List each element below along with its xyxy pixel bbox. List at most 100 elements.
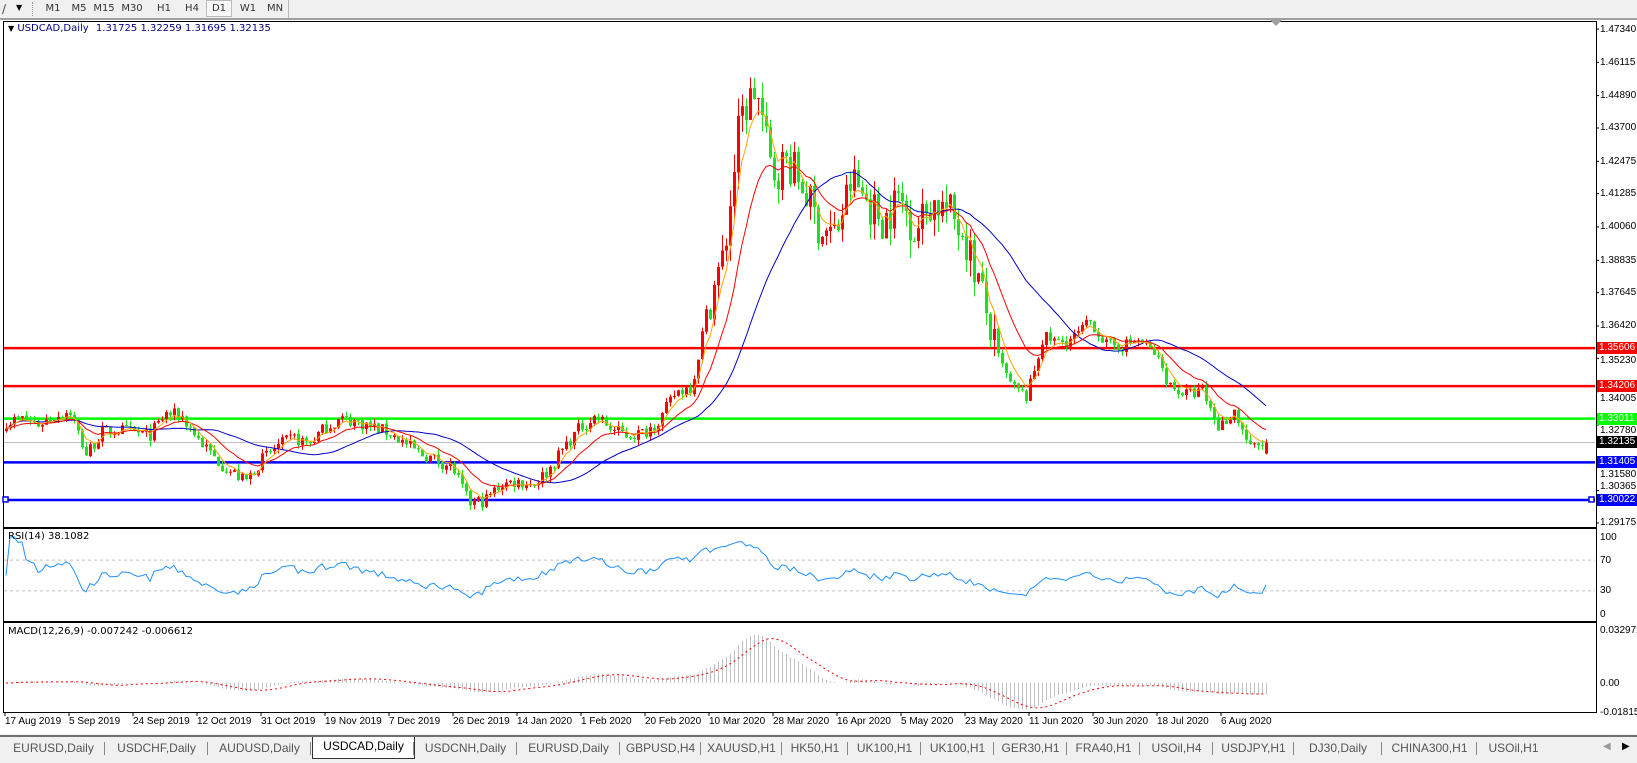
candle-body [329,428,332,433]
candle [261,449,264,473]
candle [1105,336,1108,348]
candle [413,439,416,449]
candle [685,385,688,398]
candle-body [533,485,536,487]
timeframe-button-h4[interactable]: H4 [185,3,199,14]
candle-body [525,484,528,489]
tab-audusd-daily[interactable]: AUDUSD,Daily [219,741,300,755]
candle [1177,387,1180,399]
tab-ger30-h1[interactable]: GER30,H1 [1001,741,1060,755]
dropdown-arrow-icon[interactable]: ▼ [16,3,23,12]
candle-body [477,497,480,501]
macd-panel[interactable] [3,622,1597,713]
tab-eurusd-daily[interactable]: EURUSD,Daily [528,741,609,755]
tab-usdchf-daily[interactable]: USDCHF,Daily [117,741,196,755]
candle [901,182,904,213]
candle-body [441,462,444,470]
tab-uk100-h1[interactable]: UK100,H1 [856,741,913,755]
candle-body [581,423,584,430]
candle-body [361,420,364,430]
candle [397,435,400,444]
timeframe-button-m1[interactable]: M1 [45,3,61,14]
line-handle[interactable] [2,496,9,503]
collapse-triangle-icon[interactable]: ▼ [8,24,15,33]
tab-scroll-right-icon[interactable]: ▶ [1622,741,1630,752]
candle-body [689,387,692,394]
tab-fra40-h1[interactable]: FRA40,H1 [1075,741,1132,755]
tab-usoil-h4[interactable]: USOil,H4 [1151,741,1202,755]
tab-scroll-left-icon[interactable]: ◀ [1603,741,1611,752]
candle-body [573,431,576,446]
rsi-panel[interactable] [3,528,1597,622]
candle [493,485,496,497]
tab-usdcnh-daily[interactable]: USDCNH,Daily [424,741,507,755]
candle-body [265,450,268,453]
main-price-panel[interactable] [3,21,1597,528]
tab-eurusd-daily[interactable]: EURUSD,Daily [13,741,94,755]
tab-uk100-h1[interactable]: UK100,H1 [929,741,986,755]
candle [285,434,288,440]
tab-hk50-h1[interactable]: HK50,H1 [790,741,840,755]
tab-separator [207,742,208,755]
candle [917,217,920,249]
timeframe-button-m15[interactable]: M15 [93,3,115,14]
candle-body [293,434,296,436]
candle [165,410,168,424]
tab-usdcad-daily[interactable]: USDCAD,Daily [312,737,415,759]
candle-body [61,417,64,419]
tab-usoil-h1[interactable]: USOil,H1 [1488,741,1539,755]
candle [1069,335,1072,351]
candle-body [249,473,252,480]
candle-body [173,408,176,416]
tab-usdjpy-h1[interactable]: USDJPY,H1 [1221,741,1286,755]
candle-body [617,425,620,430]
candle-body [833,224,836,227]
timeframe-button-w1[interactable]: W1 [239,3,257,14]
candle-body [705,309,708,332]
tab-separator [1139,742,1140,755]
timeframe-button-m30[interactable]: M30 [121,3,143,14]
candle-body [661,413,664,426]
candle [773,151,776,188]
line-handle[interactable] [1588,496,1595,503]
candle-body [169,412,172,416]
candle [777,173,780,204]
date-axis-label: 24 Sep 2019 [133,716,190,727]
candle [449,458,452,471]
candle [541,467,544,488]
candle [873,181,876,240]
candle-body [121,425,124,435]
timeframe-button-d1[interactable]: D1 [206,0,232,17]
tab-china300-h1[interactable]: CHINA300,H1 [1391,741,1468,755]
tab-xauusd-h1[interactable]: XAUUSD,H1 [707,741,776,755]
candle-body [1225,420,1228,425]
tab-dj30-daily[interactable]: DJ30,Daily [1308,741,1368,755]
candle [441,460,444,473]
candle [325,419,328,434]
tab-gbpusd-h4[interactable]: GBPUSD,H4 [625,741,696,755]
candle [1109,337,1112,344]
candle-body [677,390,680,396]
candle [269,448,272,455]
price-axis-label: 1.38835 [1600,254,1637,266]
toolbar-grip [32,2,34,16]
timeframe-button-mn[interactable]: MN [266,3,284,14]
candle-body [77,419,80,431]
timeframe-button-m5[interactable]: M5 [71,3,87,14]
macd-axis-label: 0.032972 [1600,624,1637,636]
candle [1021,385,1024,393]
candle [1045,331,1048,350]
timeframe-button-h1[interactable]: H1 [157,3,171,14]
tab-separator [1476,742,1477,755]
tab-separator [413,742,414,755]
candle [1089,319,1092,326]
candle-body [109,427,112,435]
candle-body [697,359,700,379]
line-tool-icon[interactable]: ∕ [2,2,7,16]
date-axis-label: 20 Feb 2020 [645,716,702,727]
price-axis-label: 1.40060 [1600,221,1637,233]
candle-body [993,329,996,340]
candle [337,418,340,430]
candle-body [625,432,628,438]
chart-shift-marker-icon[interactable] [1270,20,1282,26]
